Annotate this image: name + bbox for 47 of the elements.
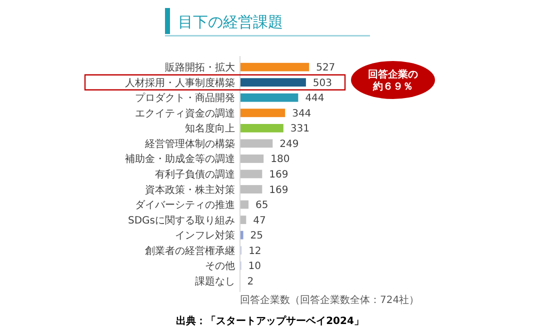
y-tick-label: 資本政策・株主対策	[145, 184, 235, 196]
y-tick-label: 創業者の経営権承継	[145, 244, 235, 257]
data-label: 12	[248, 246, 262, 257]
bar	[240, 78, 306, 87]
bar	[240, 139, 273, 148]
y-tick-label: 補助金・助成金等の調達	[125, 153, 235, 166]
y-tick-label: ダイバーシティの推進	[135, 199, 235, 212]
x-axis-title: 回答企業数（回答企業数全体：724社）	[240, 294, 420, 306]
y-tick-label: その他	[205, 260, 235, 272]
bar	[240, 216, 246, 224]
y-tick-label: 経営管理体制の構築	[144, 138, 235, 150]
y-tick-label: SDGsに関する取り組み	[128, 215, 235, 226]
data-label: 503	[312, 78, 332, 89]
bar	[240, 93, 298, 102]
bar	[240, 124, 284, 132]
y-tick-label: プロダクト・商品開発	[135, 92, 235, 104]
chart-title: 目下の経営課題	[178, 13, 283, 31]
data-label: 169	[269, 170, 288, 180]
data-label: 444	[305, 93, 324, 104]
y-tick-label: インフレ対策	[175, 230, 235, 242]
bar	[240, 154, 264, 163]
bar	[240, 170, 262, 178]
data-label: 249	[280, 138, 299, 150]
y-tick-label: 販路開拓・拡大	[165, 62, 235, 74]
data-label: 344	[292, 108, 312, 120]
source-note: 出典：「スタートアップサーベイ2024」	[176, 315, 364, 327]
data-label: 527	[316, 62, 336, 74]
bar	[240, 108, 286, 118]
y-tick-label: 課題なし	[195, 275, 235, 288]
data-label: 65	[256, 200, 268, 212]
data-label: 2	[247, 276, 254, 288]
data-label: 25	[250, 230, 264, 242]
y-tick-label: エクイティ資金の調達	[135, 107, 235, 120]
bar	[240, 230, 244, 240]
bar	[240, 200, 249, 209]
text: 回答企業の	[368, 68, 418, 80]
bar	[240, 185, 262, 194]
data-label: 180	[270, 154, 290, 166]
data-label: 10	[248, 261, 262, 272]
data-label: 47	[253, 215, 266, 226]
y-tick-label: 有利子負債の調達	[155, 168, 235, 180]
y-tick-label: 人材採用・人事制度構築	[125, 76, 235, 89]
data-label: 169	[269, 184, 288, 196]
data-label: 331	[290, 124, 310, 135]
bar	[240, 62, 310, 72]
y-tick-label: 知名度向上	[185, 122, 235, 135]
text: 約６９％	[372, 80, 413, 92]
